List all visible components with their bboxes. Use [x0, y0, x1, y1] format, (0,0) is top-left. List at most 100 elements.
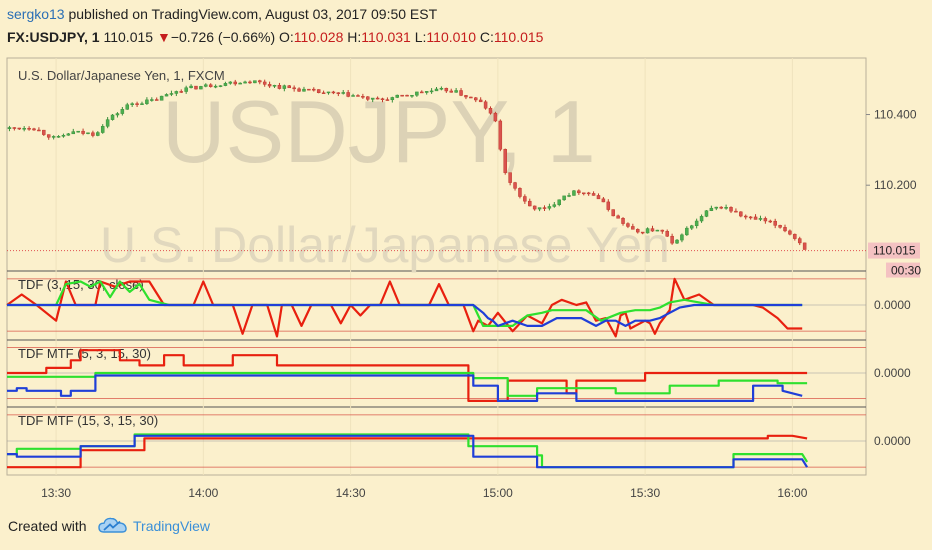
candle	[336, 92, 341, 94]
candle	[7, 127, 12, 129]
candle	[444, 87, 449, 92]
candle	[783, 227, 787, 232]
candle	[120, 109, 125, 114]
last-price: 110.015	[103, 29, 154, 45]
candle	[611, 209, 615, 217]
candle	[110, 114, 115, 120]
x-tick-label: 13:30	[41, 486, 71, 500]
candle	[218, 85, 223, 87]
candle	[763, 218, 768, 222]
plot-frame	[6, 57, 867, 476]
candle	[748, 216, 753, 219]
candle	[572, 190, 576, 196]
y-tick-label: 110.200	[874, 178, 917, 192]
tdf-line-blue	[7, 374, 803, 402]
candle	[292, 87, 296, 90]
candle	[189, 85, 193, 89]
tradingview-brand-link[interactable]: TradingView	[133, 518, 211, 534]
candle	[532, 205, 537, 210]
candle	[233, 81, 237, 85]
candle	[297, 88, 301, 92]
candle	[478, 99, 483, 103]
y-tick-label: 0.0000	[874, 434, 911, 448]
candle	[56, 136, 61, 138]
candle	[37, 129, 41, 132]
publish-header: sergko13 published on TradingView.com, A…	[7, 6, 437, 22]
candle	[640, 231, 645, 234]
last-price-label: 110.015	[873, 244, 916, 258]
candle	[753, 216, 758, 220]
candle	[272, 85, 277, 87]
candle	[513, 182, 517, 189]
candle	[542, 207, 547, 209]
candle	[557, 199, 561, 205]
candle	[493, 112, 498, 122]
candle	[420, 91, 424, 94]
ohlc-close: C:110.015	[479, 29, 544, 45]
candle	[459, 90, 463, 96]
candle	[346, 92, 350, 97]
candle	[680, 234, 684, 241]
tdf-line-blue	[7, 303, 803, 327]
candle	[302, 88, 306, 92]
username-link[interactable]: sergko13	[7, 6, 65, 22]
candle	[390, 97, 395, 101]
candle	[32, 128, 36, 131]
tradingview-cloud-icon[interactable]	[98, 516, 128, 536]
candle	[724, 207, 728, 209]
candle	[12, 127, 17, 129]
candle	[410, 94, 414, 97]
candle	[135, 103, 139, 105]
price-change: −0.726 (−0.66%)	[170, 29, 276, 45]
candle	[51, 136, 56, 138]
candle	[71, 131, 76, 135]
candle	[606, 201, 611, 210]
candle	[326, 91, 331, 94]
candle	[223, 83, 228, 86]
candle	[626, 223, 630, 227]
candle	[204, 84, 208, 87]
candle	[267, 84, 272, 87]
symbol-header: FX:USDJPY, 1 110.015 ▼−0.726 (−0.66%) O:…	[7, 29, 543, 45]
candle	[797, 238, 802, 244]
candle	[81, 130, 85, 134]
ohlc-low: L:110.010	[414, 29, 476, 45]
candle	[46, 134, 51, 138]
x-tick-label: 15:00	[483, 486, 513, 500]
y-tick-label: 0.0000	[874, 366, 911, 380]
candle	[125, 104, 130, 110]
candle	[739, 211, 743, 217]
candle	[464, 95, 468, 98]
candle	[562, 195, 566, 201]
indicator-title: TDF MTF (15, 3, 15, 30)	[18, 413, 158, 428]
candle	[488, 107, 493, 114]
candle	[22, 128, 26, 130]
candle	[694, 220, 699, 227]
candle	[454, 90, 458, 93]
x-tick-label: 14:30	[336, 486, 366, 500]
candle	[518, 188, 522, 197]
x-tick-label: 14:00	[188, 486, 218, 500]
candle	[366, 96, 370, 100]
created-with-label: Created with	[8, 518, 87, 534]
candle	[243, 81, 247, 84]
candle	[665, 231, 669, 237]
candle	[258, 80, 262, 83]
candle	[380, 98, 385, 100]
candle	[174, 91, 179, 94]
x-tick-label: 16:00	[777, 486, 807, 500]
candle	[616, 215, 620, 219]
candle	[150, 99, 154, 101]
candle	[434, 88, 439, 92]
candle	[184, 87, 188, 92]
candle	[689, 225, 694, 229]
candle	[262, 81, 267, 85]
candle	[768, 220, 773, 223]
candle	[351, 95, 355, 97]
candle	[316, 89, 321, 93]
candle	[503, 149, 507, 173]
candle	[449, 90, 453, 93]
candle	[591, 193, 596, 196]
symbol-label: FX:USDJPY, 1	[7, 29, 100, 45]
